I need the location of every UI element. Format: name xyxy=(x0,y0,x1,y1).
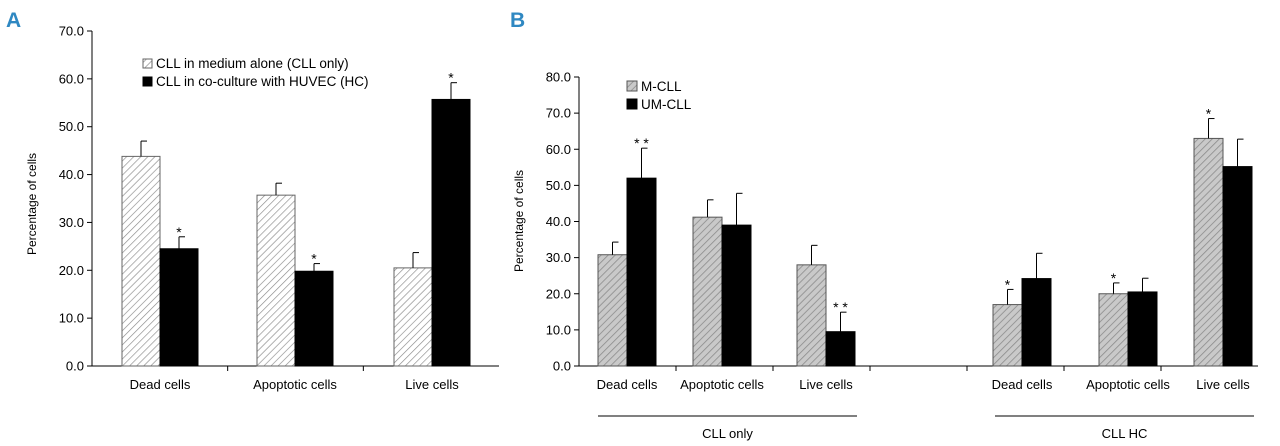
chart-b-bar-series2 xyxy=(721,224,752,367)
chart-a-bar-series1 xyxy=(121,155,161,367)
chart-b-significance-marker: * xyxy=(1111,270,1117,286)
chart-b-bar-series2 xyxy=(1127,291,1158,367)
chart-b-ylabel: Percentage of cells xyxy=(512,170,526,272)
chart-b-bar-series1 xyxy=(597,254,628,367)
chart-b-significance-marker: * * xyxy=(634,135,649,151)
chart-b-bar-series2 xyxy=(626,177,657,367)
chart-a-category-label: Dead cells xyxy=(130,377,191,392)
chart-b-ytick-label: 10.0 xyxy=(546,322,571,337)
chart-b-group-label: CLL HC xyxy=(1102,426,1148,441)
chart-a-ytick-label: 60.0 xyxy=(59,71,84,86)
chart-b-ytick-label: 70.0 xyxy=(546,106,571,121)
chart-b-legend-swatch xyxy=(626,80,638,92)
chart-b-legend-label: M-CLL xyxy=(641,79,682,94)
chart-a-ytick-label: 50.0 xyxy=(59,119,84,134)
chart-a-significance-marker: * xyxy=(176,224,182,240)
chart-a-bar-series1 xyxy=(256,194,296,367)
chart-a-legend: CLL in medium alone (CLL only) CLL in co-… xyxy=(142,56,369,89)
chart-a-ytick-label: 30.0 xyxy=(59,215,84,230)
chart-b-ytick-label: 30.0 xyxy=(546,250,571,265)
chart-b-category-label: Apoptotic cells xyxy=(1086,377,1170,392)
chart-a-legend-label: CLL in medium alone (CLL only) xyxy=(156,56,349,71)
chart-b: Percentage of cells 0.0 10.0 20.0 30.0 40.0 5… xyxy=(512,70,1258,441)
panel-label-a: A xyxy=(6,9,21,32)
chart-a-bar-series2 xyxy=(294,270,334,367)
chart-a-bar-series1 xyxy=(393,267,433,367)
chart-b-bar-series1 xyxy=(692,216,723,367)
chart-a-bar-series2 xyxy=(431,98,471,367)
chart-b-bar-series1 xyxy=(1098,293,1129,367)
panel-label-b: B xyxy=(510,9,525,32)
chart-b-legend-swatch xyxy=(626,98,638,110)
chart-a-bar-series2 xyxy=(159,248,199,367)
chart-b-bar-series2 xyxy=(1021,278,1052,367)
chart-b-category-label: Live cells xyxy=(799,377,853,392)
chart-a-ytick-label: 0.0 xyxy=(66,359,84,374)
chart-b-ytick-label: 0.0 xyxy=(553,359,571,374)
chart-a: Percentage of cells 0.0 10.0 20.0 30.0 40.0 5… xyxy=(25,24,499,392)
chart-b-legend-label: UM-CLL xyxy=(641,97,692,112)
chart-a-ylabel: Percentage of cells xyxy=(25,153,39,255)
chart-a-legend-swatch xyxy=(142,76,153,87)
chart-b-category-label: Dead cells xyxy=(597,377,658,392)
chart-b-ytick-label: 40.0 xyxy=(546,214,571,229)
chart-b-ytick-label: 20.0 xyxy=(546,286,571,301)
chart-a-ytick-label: 70.0 xyxy=(59,24,84,39)
chart-a-significance-marker: * xyxy=(448,70,454,86)
chart-b-legend: M-CLL UM-CLL xyxy=(626,79,692,112)
chart-b-bar-series1 xyxy=(796,264,827,367)
chart-b-significance-marker: * * xyxy=(833,299,848,315)
chart-b-significance-marker: * xyxy=(1005,276,1011,292)
chart-b-group-label: CLL only xyxy=(702,426,753,441)
chart-b-ytick-label: 60.0 xyxy=(546,142,571,157)
chart-a-category-label: Apoptotic cells xyxy=(253,377,337,392)
chart-a-legend-swatch xyxy=(142,58,153,69)
chart-b-category-label: Apoptotic cells xyxy=(680,377,764,392)
chart-b-bar-series2 xyxy=(825,331,856,367)
chart-b-category-label: Live cells xyxy=(1196,377,1250,392)
chart-b-bar-series1 xyxy=(992,304,1023,367)
chart-b-ytick-label: 80.0 xyxy=(546,70,571,85)
chart-a-ytick-label: 10.0 xyxy=(59,311,84,326)
chart-b-bar-series2 xyxy=(1222,166,1253,367)
chart-b-ytick-label: 50.0 xyxy=(546,178,571,193)
chart-a-significance-marker: * xyxy=(311,251,317,267)
chart-b-significance-marker: * xyxy=(1206,106,1212,122)
chart-a-ytick-label: 40.0 xyxy=(59,167,84,182)
chart-b-bar-series1 xyxy=(1193,137,1224,367)
chart-a-category-label: Live cells xyxy=(405,377,459,392)
chart-b-category-label: Dead cells xyxy=(992,377,1053,392)
chart-a-ytick-label: 20.0 xyxy=(59,263,84,278)
chart-a-legend-label: CLL in co-culture with HUVEC (HC) xyxy=(156,74,369,89)
